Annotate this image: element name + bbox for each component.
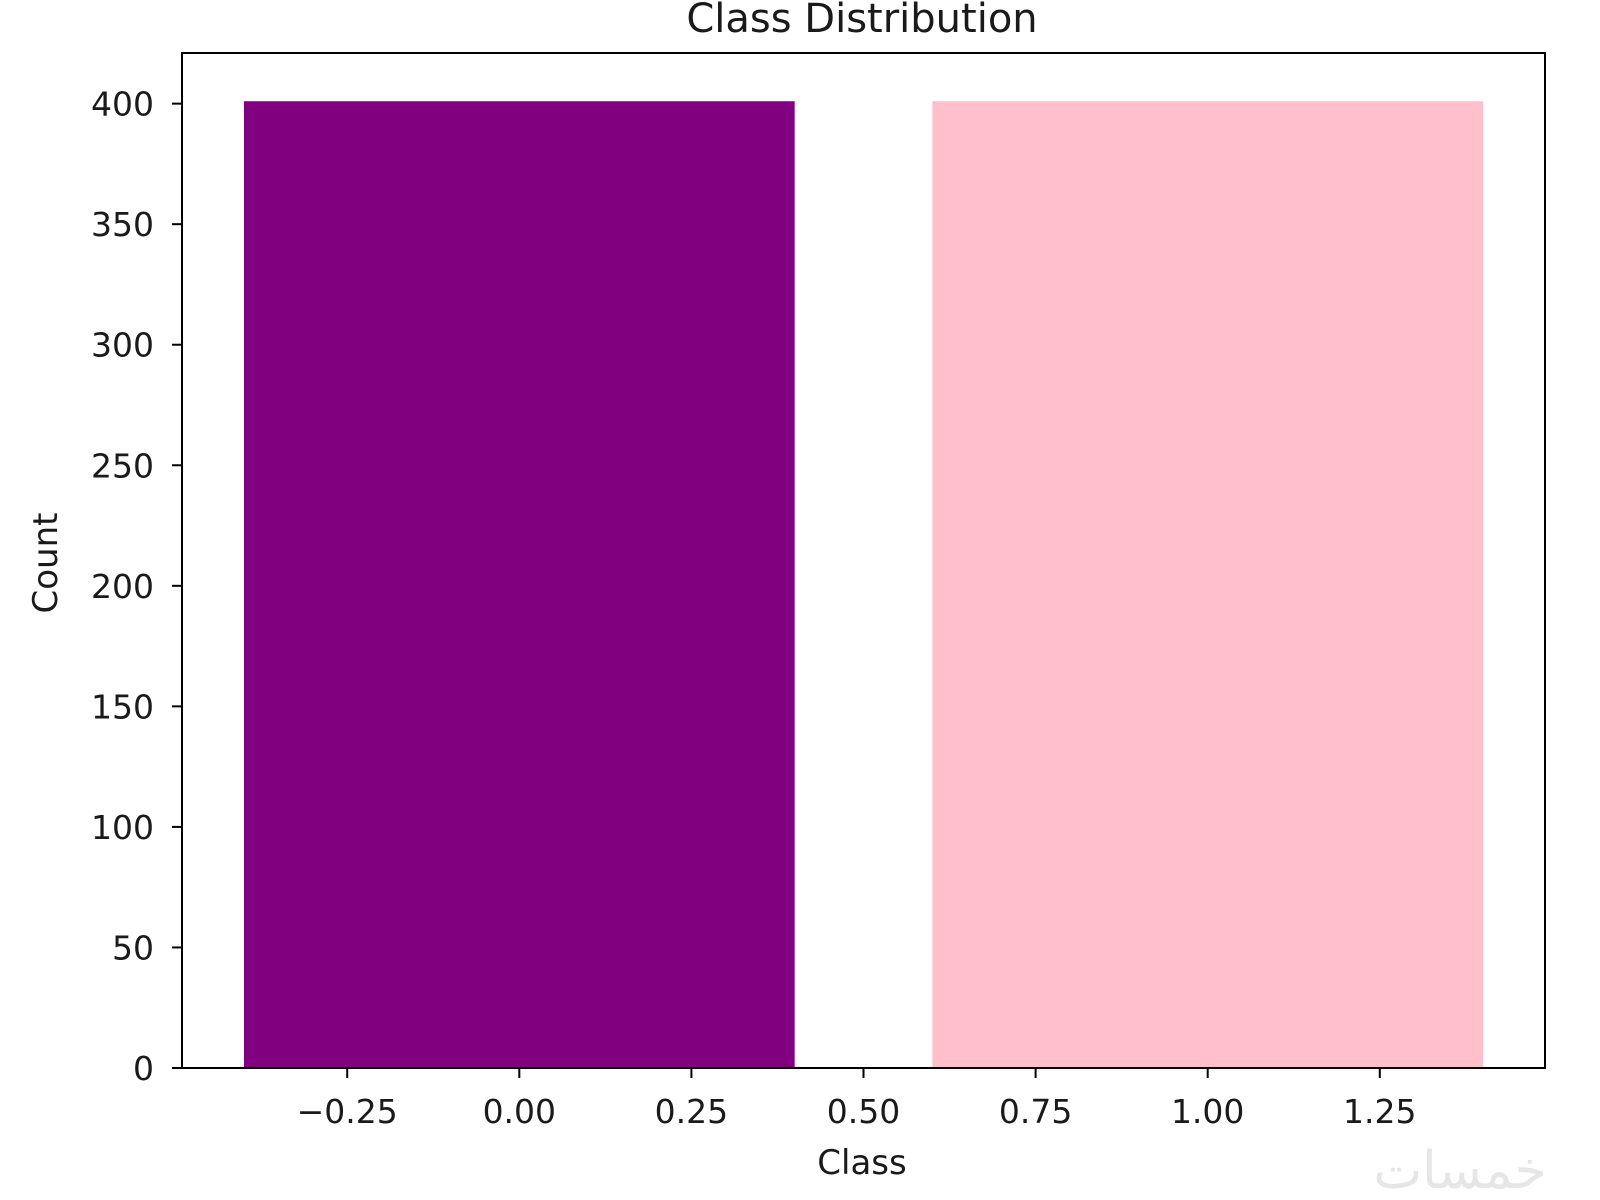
- y-tick-label: 100: [91, 808, 154, 847]
- x-tick-label: 1.00: [1171, 1092, 1244, 1131]
- x-tick-label: −0.25: [297, 1092, 398, 1131]
- x-tick-label: 0.00: [483, 1092, 556, 1131]
- x-tick-label: 0.75: [999, 1092, 1072, 1131]
- y-tick-label: 200: [91, 567, 154, 606]
- y-tick-label: 0: [133, 1049, 154, 1088]
- x-tick-label: 0.25: [655, 1092, 728, 1131]
- chart-title: Class Distribution: [686, 0, 1037, 42]
- watermark-logo: خمسات: [1373, 1141, 1546, 1200]
- y-axis-ticks: 0 50 100 150 200 250 300 350 400: [91, 85, 182, 1088]
- bar-class-0: [243, 101, 795, 1069]
- y-tick-label: 250: [91, 446, 154, 485]
- y-tick-label: 350: [91, 205, 154, 244]
- y-tick-label: 150: [91, 687, 154, 726]
- x-tick-label: 1.25: [1343, 1092, 1416, 1131]
- y-tick-label: 300: [91, 326, 154, 365]
- x-axis-label: Class: [817, 1143, 906, 1183]
- bar-class-1: [932, 101, 1484, 1069]
- y-axis-label: Count: [26, 513, 66, 614]
- x-axis-ticks: −0.25 0.00 0.25 0.50 0.75 1.00 1.25: [297, 1068, 1417, 1131]
- bars: [243, 101, 1484, 1069]
- y-tick-label: 50: [112, 928, 154, 967]
- x-tick-label: 0.50: [827, 1092, 900, 1131]
- y-tick-label: 400: [91, 85, 154, 124]
